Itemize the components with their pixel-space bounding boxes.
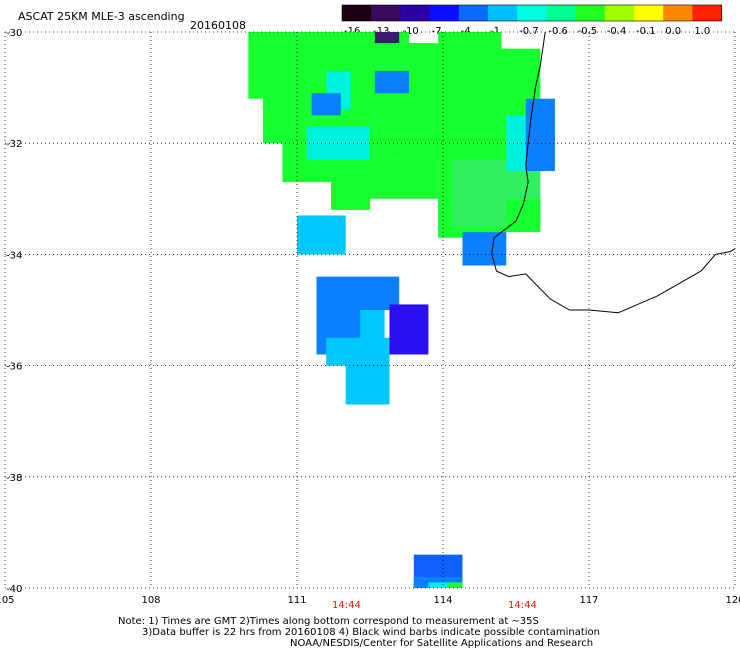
latitude-tick-label: -40: [6, 584, 22, 595]
colorbar-tick-label: -10: [402, 26, 418, 36]
colorbar-swatch: [663, 5, 693, 21]
coastline: [491, 31, 736, 314]
colorbar-swatch: [429, 5, 460, 21]
colorbar-swatch: [692, 5, 723, 21]
colorbar-swatch: [575, 5, 606, 21]
colorbar-swatch: [400, 5, 431, 21]
longitude-tick-label: 111: [287, 595, 306, 606]
wind-data-cell: [345, 354, 390, 405]
colorbar-swatch: [604, 5, 635, 21]
colorbar-swatch: [517, 5, 547, 21]
latitude-tick-label: -38: [6, 473, 22, 484]
colorbar-swatch: [342, 5, 372, 21]
colorbar-frame: [341, 4, 722, 22]
color-scale-bar: -16 -13 -10 -7 -4 -1 -0.7 -0.6 -0.5 -0.4 -0.1 0.0 1.…: [341, 4, 723, 36]
latitude-tick-label: -34: [6, 250, 22, 261]
colorbar-tick-label: -1: [490, 26, 500, 36]
colorbar-tick-label: -7: [432, 26, 442, 36]
longitude-tick-label: 117: [579, 595, 598, 606]
colorbar-tick-label: -0.6: [548, 26, 568, 36]
colorbar-tick-label: 0.0: [665, 26, 681, 36]
longitude-tick-label: 114: [433, 595, 452, 606]
wind-data-cell: [428, 582, 448, 588]
longitude-tick-label: 108: [141, 595, 160, 606]
colorbar-tick-label: -4: [461, 26, 471, 36]
wind-map: 105 108 111 114 117 120 -30 -32 -34 -36 -38 -40: [0, 28, 740, 606]
wind-data-cell: [389, 304, 429, 355]
wind-data-cell: [306, 126, 370, 160]
colorbar-tick-label: -16: [344, 26, 360, 36]
colorbar-swatch: [634, 5, 664, 21]
colorbar-tick-label: -0.7: [519, 26, 539, 36]
wind-data-cell: [374, 32, 400, 44]
wind-data-cell: [297, 215, 346, 255]
colorbar-swatch: [371, 5, 401, 21]
footnote-credit: NOAA/NESDIS/Center for Satellite Applica…: [290, 638, 594, 649]
wind-data-cell: [374, 70, 409, 94]
latitude-tick-label: -30: [6, 28, 22, 39]
colorbar-swatch: [488, 5, 518, 21]
latitude-tick-label: -32: [6, 139, 22, 150]
swath-time-label: 14:44: [332, 600, 361, 611]
product-date: 20160108: [190, 19, 246, 32]
colorbar-swatch: [458, 5, 489, 21]
longitude-tick-label: 105: [0, 595, 15, 606]
colorbar-tick-label: -13: [373, 26, 389, 36]
product-title: ASCAT 25KM MLE-3 ascending: [18, 10, 185, 23]
latitude-tick-label: -36: [6, 362, 22, 373]
swath-time-label: 14:44: [508, 600, 537, 611]
footnote-line-2: 3)Data buffer is 22 hrs from 20160108 4)…: [142, 627, 600, 638]
colorbar-tick-label: -0.1: [636, 26, 656, 36]
colorbar-tick-label: -0.5: [578, 26, 598, 36]
wind-data-cell: [462, 232, 507, 266]
footnote-line-1: Note: 1) Times are GMT 2)Times along bot…: [118, 616, 539, 627]
wind-data-cell: [525, 98, 555, 171]
wind-data-cell: [316, 276, 400, 310]
colorbar-tick-label: 1.0: [694, 26, 710, 36]
longitude-tick-label: 120: [725, 595, 740, 606]
wind-data-cell: [311, 93, 341, 116]
wind-data-cell: [447, 582, 463, 588]
colorbar-tick-label: -0.4: [607, 26, 627, 36]
colorbar-swatch: [546, 5, 577, 21]
wind-data-cell: [477, 48, 541, 105]
